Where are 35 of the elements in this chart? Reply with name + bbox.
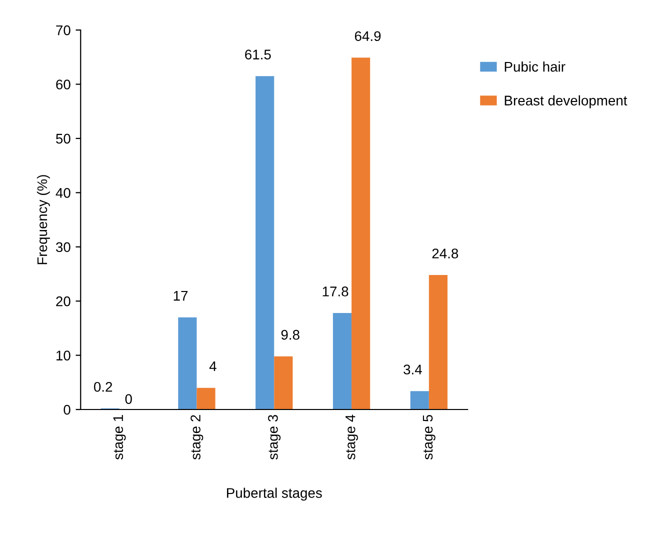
y-axis-title: Frequency (%)	[36, 175, 50, 264]
bar	[274, 356, 293, 410]
x-tick-label: stage 1	[113, 415, 126, 460]
y-tick-label: 60	[56, 80, 70, 90]
data-label: 17.8	[322, 286, 348, 296]
bar	[196, 388, 216, 410]
bar	[332, 313, 352, 410]
x-tick-label: stage 3	[268, 414, 281, 460]
y-tick-label: 10	[56, 350, 70, 360]
legend-label: Pubic hair	[504, 62, 566, 72]
y-tick-label: 0	[64, 404, 70, 415]
data-label: 24.8	[432, 248, 458, 258]
bar	[410, 391, 429, 410]
y-tick-label: 70	[56, 25, 70, 36]
x-tick-label: stage 5	[422, 414, 436, 460]
y-tick-label: 20	[56, 296, 70, 306]
bar	[428, 275, 448, 410]
data-label: 0.2	[94, 382, 112, 392]
data-label: 4	[209, 361, 216, 372]
bar	[256, 76, 274, 410]
y-tick-label: 50	[56, 134, 70, 144]
x-tick-label: stage 2	[190, 415, 204, 460]
bar	[178, 317, 197, 410]
data-label: 0	[125, 394, 132, 404]
x-axis-title: Pubertal stages	[227, 488, 322, 501]
x-tick-label: stage 4	[346, 414, 358, 460]
y-tick-label: 30	[56, 242, 70, 252]
bar	[352, 58, 370, 410]
y-tick-label: 40	[56, 188, 70, 198]
data-label: 64.9	[354, 31, 381, 42]
data-label: 17	[174, 291, 188, 301]
data-label: 3.4	[404, 364, 422, 374]
data-label: 61.5	[245, 50, 271, 60]
data-label: 9.8	[281, 330, 300, 340]
legend-label: Breast development	[504, 95, 628, 108]
